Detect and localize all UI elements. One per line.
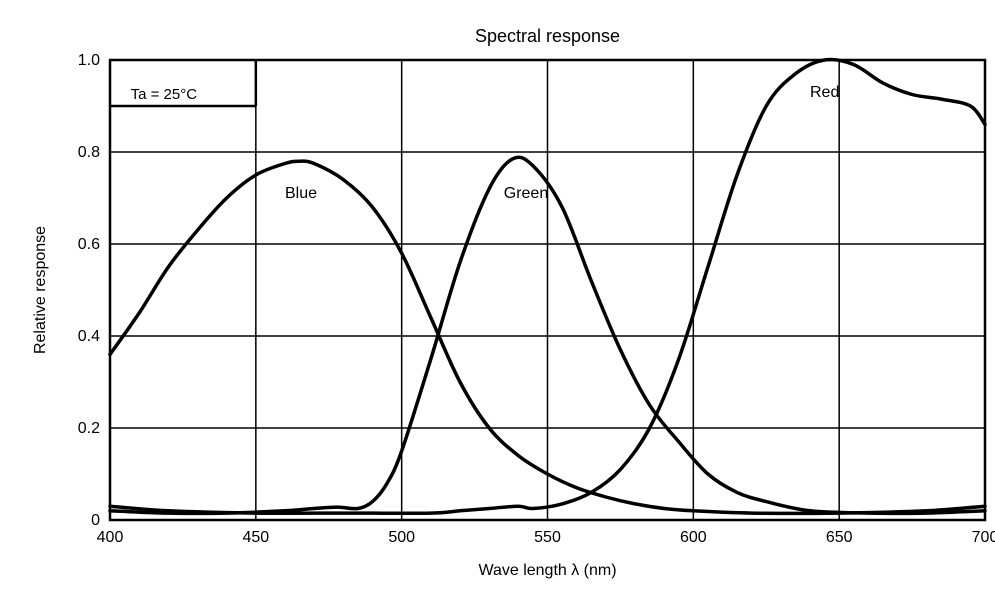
annotation-text: Ta = 25°C	[131, 86, 198, 103]
y-axis-label: Relative response	[32, 226, 49, 354]
spectral-response-chart: 400 450 500 550 600 650 700 0 0.2 0.4 0.6 0.8 1.0 Spe…	[20, 20, 995, 593]
series-label-red: Red	[810, 84, 839, 101]
x-tick-label: 400	[97, 529, 124, 546]
chart-svg: 400 450 500 550 600 650 700 0 0.2 0.4 0.6 0.8 1.0 Spe…	[20, 20, 995, 593]
y-tick-label: 0.4	[78, 328, 100, 345]
x-tick-label: 550	[534, 529, 561, 546]
x-axis-label: Wave length λ (nm)	[478, 562, 616, 579]
chart-title: Spectral response	[475, 26, 620, 46]
y-tick-label: 0.8	[78, 144, 100, 161]
x-tick-label: 600	[680, 529, 707, 546]
series-label-green: Green	[504, 185, 548, 202]
x-tick-label: 450	[242, 529, 269, 546]
y-tick-label: 0.2	[78, 420, 100, 437]
y-tick-label: 0.6	[78, 236, 100, 253]
x-tick-label: 650	[826, 529, 853, 546]
x-tick-label: 700	[972, 529, 995, 546]
series-label-blue: Blue	[285, 185, 317, 202]
y-tick-label: 0	[91, 512, 100, 529]
y-tick-label: 1.0	[78, 52, 100, 69]
x-tick-label: 500	[388, 529, 415, 546]
